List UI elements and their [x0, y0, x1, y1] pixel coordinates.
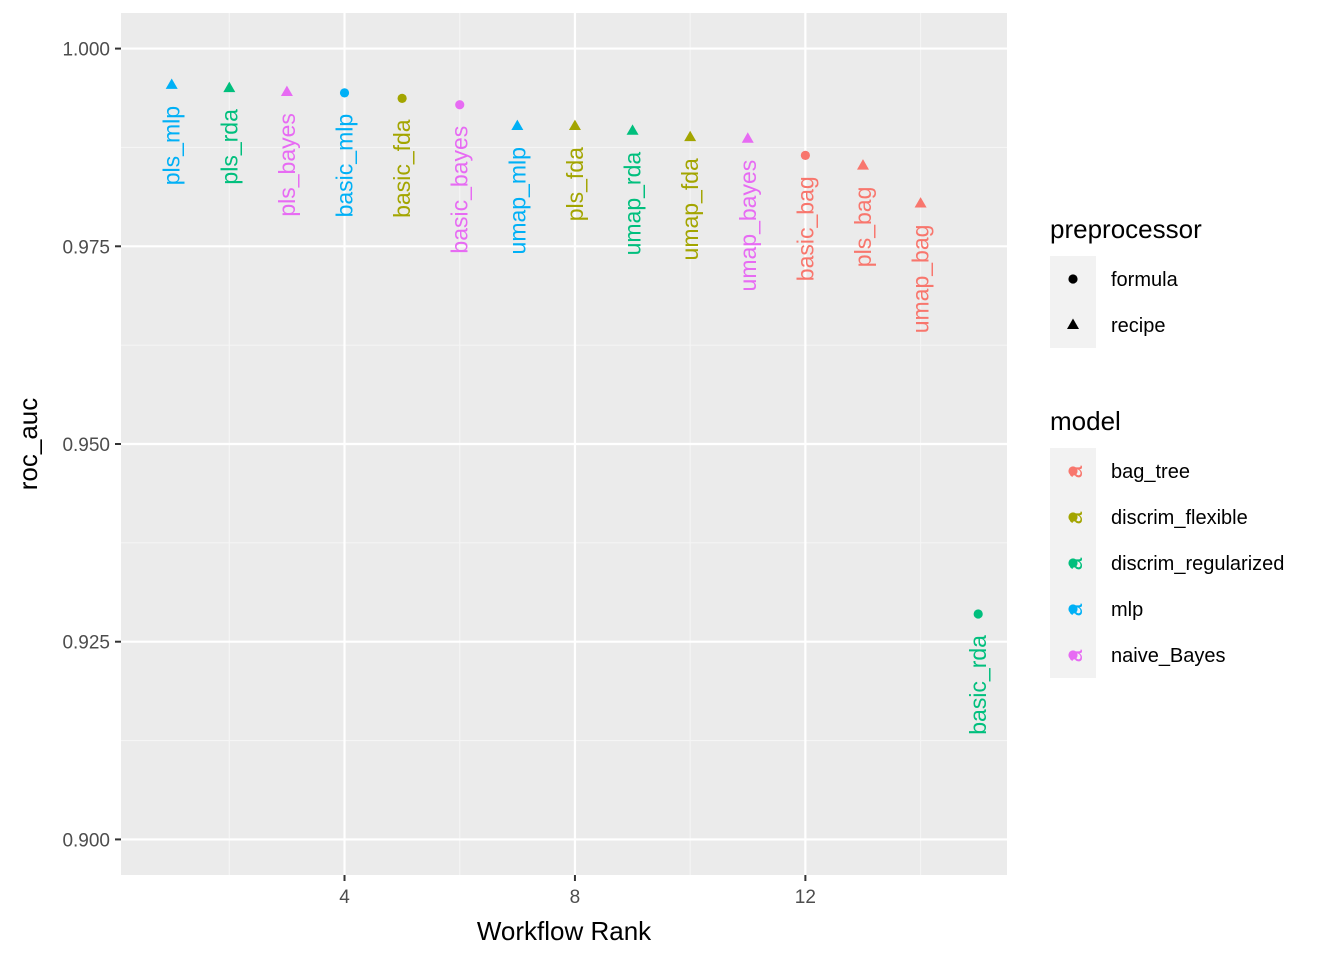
point-label: basic_bag: [792, 176, 818, 281]
point-label: basic_fda: [389, 119, 415, 218]
legend-label: formula: [1111, 269, 1179, 291]
text-key-icon: a: [1061, 465, 1087, 478]
data-point: [397, 93, 407, 104]
data-point: [741, 132, 754, 143]
point-label: basic_mlp: [332, 114, 358, 218]
data-point: [223, 81, 236, 93]
point-label: pls_mlp: [159, 106, 185, 185]
text-key-icon: a: [1061, 649, 1087, 662]
color-marker-icon: [1068, 604, 1078, 614]
point-label: umap_bayes: [735, 160, 761, 292]
y-tick-label: 0.975: [62, 237, 110, 258]
y-tick-label: 1.000: [62, 40, 110, 61]
x-tick-label: 4: [339, 887, 350, 908]
legend-model-title: model: [1050, 406, 1121, 436]
legend-preprocessor-title: preprocessor: [1050, 214, 1202, 244]
legend-label: discrim_flexible: [1111, 507, 1248, 529]
y-tick-label: 0.950: [62, 435, 110, 456]
point-labels: pls_mlp pls_rda pls_bayes basic_mlp basic_fd…: [159, 106, 992, 735]
data-point: [339, 88, 350, 98]
x-axis-title: Workflow Rank: [477, 916, 652, 946]
point-label: basic_bayes: [447, 126, 473, 254]
data-point: [511, 119, 524, 131]
data-point: [914, 197, 927, 208]
x-axis: 4 8 12: [339, 875, 816, 908]
data-point: [165, 78, 178, 89]
point-label: umap_rda: [620, 152, 646, 256]
point-label: basic_rda: [965, 635, 991, 735]
legend-label: discrim_regularized: [1111, 553, 1284, 575]
data-point: [973, 609, 983, 619]
color-marker-icon: [1068, 558, 1078, 568]
data-point: [568, 119, 581, 131]
text-key-icon: a: [1061, 557, 1087, 570]
data-point: [684, 130, 697, 142]
text-key-icon: a: [1061, 603, 1087, 616]
y-axis: 0.900 0.925 0.950 0.975 1.000: [62, 40, 121, 851]
legend: preprocessor formula recipe model a bag_tr…: [1050, 214, 1284, 678]
data-point: [280, 85, 293, 97]
point-label: pls_rda: [216, 109, 242, 185]
data-point: [856, 159, 869, 170]
data-point: [626, 124, 639, 135]
triangle-marker-icon: [1067, 318, 1079, 329]
y-tick-label: 0.900: [62, 830, 110, 851]
y-tick-label: 0.925: [62, 633, 110, 654]
point-label: umap_fda: [677, 158, 703, 261]
color-marker-icon: [1068, 512, 1078, 522]
y-axis-title: roc_auc: [13, 398, 43, 491]
legend-label: naive_Bayes: [1111, 645, 1226, 667]
point-label: pls_bag: [850, 187, 876, 268]
data-point: [800, 150, 810, 160]
point-label: pls_fda: [562, 147, 588, 221]
legend-preprocessor-items: formula recipe: [1050, 256, 1179, 348]
color-marker-icon: [1068, 466, 1078, 476]
legend-label: mlp: [1111, 599, 1143, 621]
x-tick-label: 8: [570, 887, 581, 908]
legend-label: recipe: [1111, 315, 1165, 337]
legend-label: bag_tree: [1111, 461, 1190, 483]
circle-marker-icon: [1068, 274, 1078, 284]
point-label: pls_bayes: [274, 113, 300, 217]
text-key-icon: a: [1061, 511, 1087, 524]
data-points: [165, 78, 983, 619]
x-tick-label: 12: [795, 887, 816, 908]
point-label: umap_bag: [908, 225, 934, 334]
point-label: umap_mlp: [504, 147, 530, 254]
color-marker-icon: [1068, 650, 1078, 660]
data-point: [455, 100, 465, 110]
